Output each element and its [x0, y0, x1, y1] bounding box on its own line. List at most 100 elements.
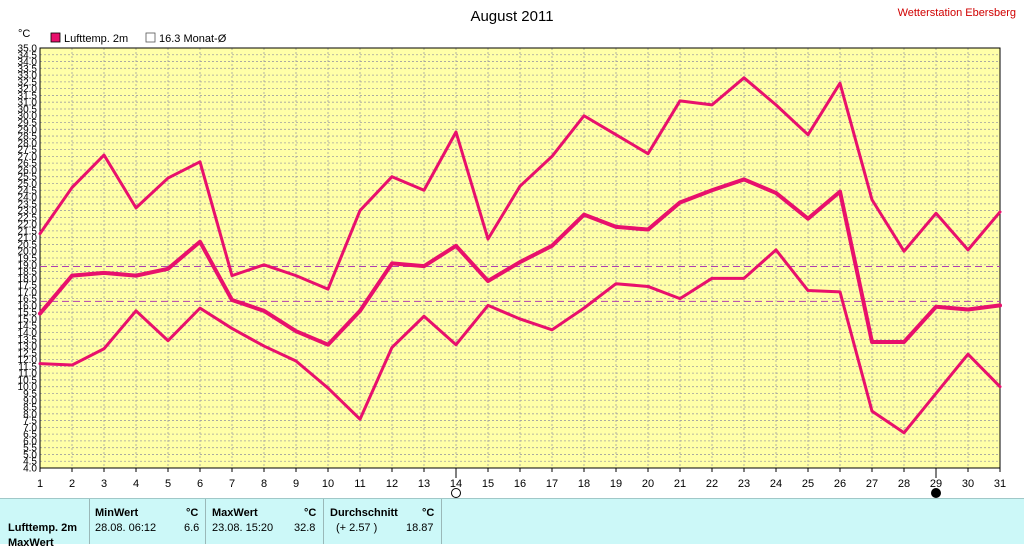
min-time: 28.08. 06:12 — [95, 522, 157, 534]
y-tick-label: 9.5 — [23, 389, 37, 400]
reference-lines — [40, 266, 1000, 302]
y-tick-label: 30.0 — [18, 111, 38, 122]
x-tick-label: 19 — [610, 478, 622, 490]
max-header: MaxWert — [212, 507, 258, 519]
x-tick-label: 11 — [354, 478, 365, 490]
y-tick-label: 32.5 — [18, 77, 38, 88]
x-tick-label: 30 — [962, 478, 974, 490]
x-tick-label: 1 — [37, 478, 43, 490]
y-tick-label: 28.0 — [18, 138, 38, 149]
y-tick-label: 34.5 — [18, 50, 38, 61]
y-tick-label: 4.0 — [23, 464, 37, 475]
stats-label-cell: Lufttemp. 2m MaxWert — [0, 499, 90, 549]
x-tick-label: 27 — [866, 478, 878, 490]
max-time: 23.08. 15:20 — [212, 522, 274, 534]
y-tick-label: 14.5 — [18, 321, 38, 332]
y-tick-label: 35.0 — [18, 44, 38, 55]
avg-delta: (+ 2.57 ) — [336, 522, 378, 534]
y-tick-label: 12.0 — [18, 355, 38, 366]
x-tick-label: 9 — [293, 478, 299, 490]
x-tick-label: 22 — [706, 478, 718, 490]
y-tick-label: 8.0 — [23, 409, 37, 420]
x-tick-label: 6 — [197, 478, 203, 490]
avg-value: 18.87 — [406, 522, 434, 534]
y-tick-label: 26.0 — [18, 165, 38, 176]
y-tick-label: 15.5 — [18, 308, 38, 319]
x-tick-label: 31 — [994, 478, 1006, 490]
x-tick-label: 24 — [770, 478, 782, 490]
y-tick-label: 24.5 — [18, 186, 38, 197]
y-tick-label: 6.5 — [23, 430, 37, 441]
series-line-max — [38, 76, 1002, 291]
max-value: 32.8 — [294, 522, 316, 534]
y-tick-label: 10.0 — [18, 382, 38, 393]
x-tick-label: 25 — [802, 478, 814, 490]
series-line-lufttemp-2m — [38, 177, 1002, 347]
y-tick-label: 19.5 — [18, 254, 38, 265]
x-tick-label: 21 — [674, 478, 686, 490]
y-tick-label: 32.0 — [18, 84, 38, 95]
y-tick-label: 24.0 — [18, 193, 38, 204]
y-tick-label: 19.0 — [18, 260, 38, 271]
x-tick-labels: 1 2 3 4 5 6 7 8 9 10 11 12 13 14 15 16 17 18 19 20 21 22 23 24 2… — [37, 468, 1006, 490]
y-tick-label: 20.0 — [18, 247, 38, 258]
y-tick-label: 29.0 — [18, 125, 38, 136]
x-tick-label: 2 — [69, 478, 75, 490]
x-tick-label: 18 — [578, 478, 590, 490]
y-tick-label: 10.5 — [18, 375, 38, 386]
series-lines — [38, 76, 1002, 435]
x-tick-label: 29 — [930, 478, 942, 490]
min-value: 6.6 — [184, 522, 200, 534]
y-tick-label: 16.5 — [18, 294, 38, 305]
legend-swatch-series — [50, 32, 61, 43]
y-tick-label: 34.0 — [18, 57, 38, 68]
y-tick-label: 23.5 — [18, 199, 38, 210]
y-tick-label: 11.0 — [18, 369, 37, 380]
y-tick-label: 7.0 — [23, 423, 37, 434]
y-tick-label: 21.5 — [18, 226, 38, 237]
x-tick-label: 8 — [261, 478, 267, 490]
stats-row2-label: MaxWert — [8, 537, 54, 549]
x-tick-label: 17 — [546, 478, 558, 490]
y-tick-label: 26.5 — [18, 159, 38, 170]
y-tick-label: 30.5 — [18, 104, 38, 115]
y-tick-label: 23.0 — [18, 206, 38, 217]
stats-min-cell: MinWert °C 28.08. 06:12 6.6 — [90, 499, 206, 544]
y-tick-label: 31.0 — [18, 98, 38, 109]
x-tick-label: 16 — [514, 478, 526, 490]
x-tick-label: 4 — [133, 478, 139, 490]
full-moon-icon — [451, 488, 461, 498]
y-tick-label: 28.5 — [18, 132, 38, 143]
y-tick-label: 25.0 — [18, 179, 38, 190]
x-tick-label: 10 — [322, 478, 334, 490]
min-unit: °C — [186, 507, 199, 519]
y-tick-label: 31.5 — [18, 91, 38, 102]
y-tick-label: 9.0 — [23, 396, 37, 407]
stats-row1-label: Lufttemp. 2m — [8, 522, 78, 534]
y-tick-label: 17.0 — [18, 287, 38, 298]
x-tick-label: 23 — [738, 478, 750, 490]
x-tick-label: 12 — [386, 478, 398, 490]
legend-label-series: Lufttemp. 2m — [64, 33, 128, 45]
avg-unit: °C — [422, 507, 435, 519]
y-tick-label: 16.0 — [18, 301, 38, 312]
avg-header: Durchschnitt — [330, 507, 398, 519]
x-tick-label: 14 — [450, 478, 462, 490]
y-tick-label: 4.5 — [23, 457, 37, 468]
statistics-panel: Lufttemp. 2m MaxWert MinWert °C 28.08. 0… — [0, 498, 1024, 549]
y-tick-label: 17.5 — [18, 281, 38, 292]
y-tick-label: 8.5 — [23, 403, 37, 414]
x-tick-label: 15 — [482, 478, 494, 490]
moon-markers — [451, 468, 941, 498]
y-tick-label: 14.0 — [18, 328, 38, 339]
y-tick-label: 11.5 — [18, 362, 37, 373]
x-tick-label: 5 — [165, 478, 171, 490]
y-tick-label: 33.5 — [18, 64, 38, 75]
y-unit-label: °C — [18, 28, 30, 40]
temperature-chart: 4.04.55.05.56.06.57.07.58.08.59.09.510.0… — [17, 7, 1016, 498]
series-line-min — [38, 248, 1002, 435]
y-tick-label: 18.5 — [18, 267, 38, 278]
x-tick-label: 3 — [101, 478, 107, 490]
y-tick-label: 5.0 — [23, 450, 37, 461]
stats-max-cell: MaxWert °C 23.08. 15:20 32.8 — [206, 499, 324, 544]
